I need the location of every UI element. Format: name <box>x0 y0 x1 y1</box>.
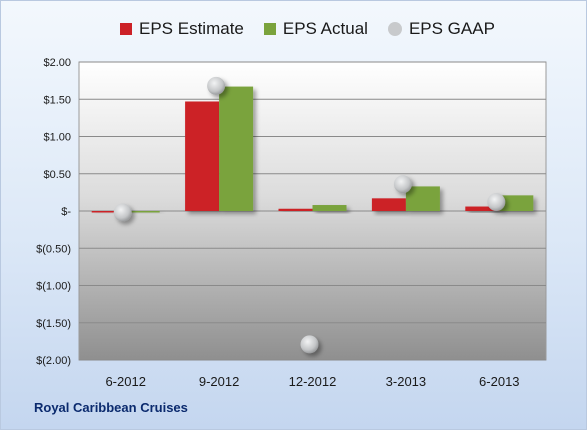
legend-swatch-estimate <box>120 23 132 35</box>
y-tick-label: $(1.50) <box>36 318 71 330</box>
bars <box>91 86 534 213</box>
bar-actual <box>219 86 254 211</box>
legend-label-actual: EPS Actual <box>282 19 368 38</box>
marker-gaap <box>393 175 412 194</box>
marker-gaap <box>207 76 226 95</box>
legend-swatch-actual <box>263 23 276 35</box>
gaap-markers <box>113 76 506 354</box>
x-tick-label: 6-2012 <box>105 374 145 389</box>
y-axis: $2.00 $1.50 $1.00 $0.50 $- $(0.50) $(1.00) $(1.… <box>36 57 71 367</box>
legend-item-gaap: EPS GAAP <box>387 19 495 39</box>
y-tick-label: $1.50 <box>43 94 71 106</box>
x-tick-label: 6-2013 <box>479 374 519 389</box>
y-tick-label: $(0.50) <box>36 243 71 255</box>
bar-actual <box>312 205 347 211</box>
marker-gaap <box>487 193 506 212</box>
legend: EPS Estimate EPS Actual EPS GAAP <box>120 14 495 44</box>
bar-estimate <box>91 211 126 213</box>
bar-actual <box>125 211 160 213</box>
y-tick-label: $- <box>61 206 71 218</box>
legend-label-estimate: EPS Estimate <box>139 19 244 38</box>
x-tick-label: 12-2012 <box>289 374 337 389</box>
bar-actual <box>405 186 440 211</box>
bar-estimate <box>185 101 220 211</box>
bar-actual <box>499 195 534 211</box>
y-tick-label: $1.00 <box>43 132 71 144</box>
legend-item-estimate: EPS Estimate <box>120 19 244 39</box>
x-axis: 6-2012 9-2012 12-2012 3-2013 6-2013 <box>105 374 519 389</box>
y-tick-label: $0.50 <box>43 169 71 181</box>
legend-swatch-gaap <box>387 22 402 36</box>
y-tick-label: $(1.00) <box>36 281 71 293</box>
x-tick-label: 9-2012 <box>199 374 239 389</box>
legend-item-actual: EPS Actual <box>263 19 368 39</box>
bar-estimate <box>278 208 313 211</box>
bar-estimate <box>465 206 500 211</box>
y-tick-label: $2.00 <box>43 57 71 69</box>
legend-label-gaap: EPS GAAP <box>408 19 495 38</box>
marker-gaap <box>300 335 319 354</box>
y-tick-label: $(2.00) <box>36 355 71 367</box>
marker-gaap <box>113 203 132 222</box>
company-name: Royal Caribbean Cruises <box>34 400 188 415</box>
bar-estimate <box>371 198 406 211</box>
x-tick-label: 3-2013 <box>386 374 426 389</box>
